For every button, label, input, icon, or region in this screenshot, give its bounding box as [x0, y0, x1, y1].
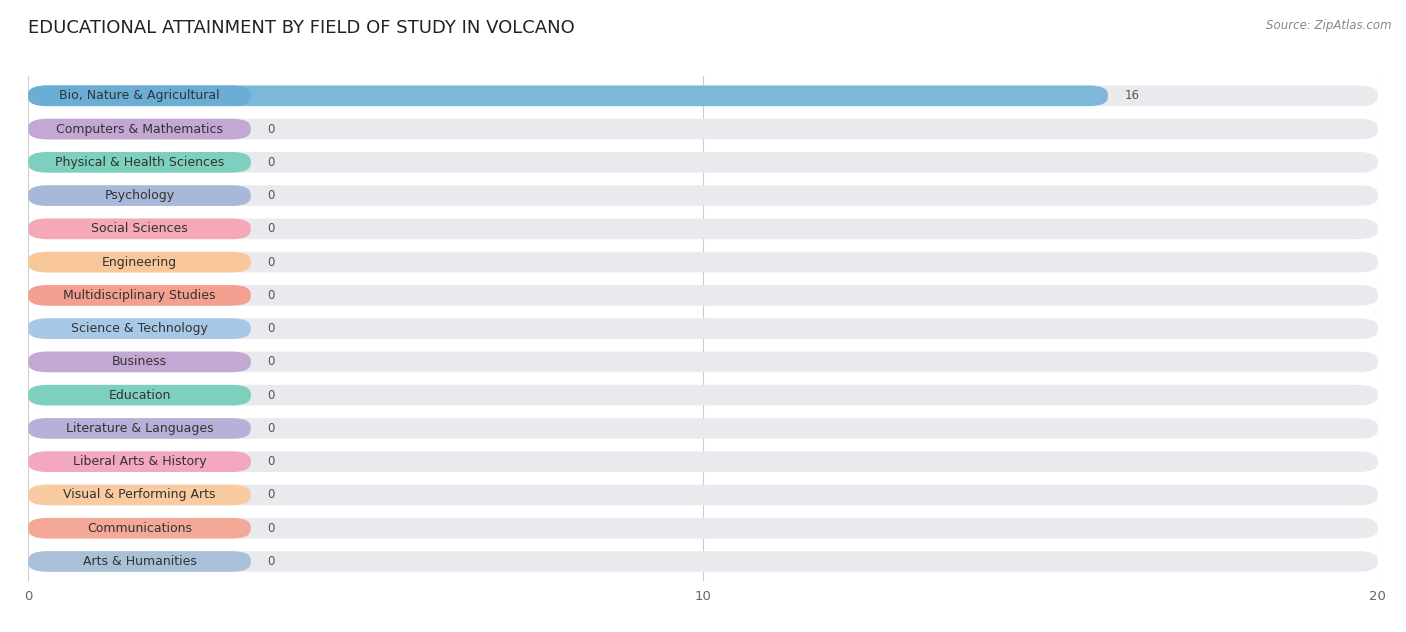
FancyBboxPatch shape	[28, 152, 1378, 173]
Text: 0: 0	[267, 255, 276, 269]
FancyBboxPatch shape	[28, 119, 1378, 140]
Text: Liberal Arts & History: Liberal Arts & History	[73, 455, 207, 468]
FancyBboxPatch shape	[28, 518, 250, 538]
FancyBboxPatch shape	[28, 551, 1378, 572]
Text: Visual & Performing Arts: Visual & Performing Arts	[63, 489, 215, 501]
Text: 0: 0	[267, 522, 276, 535]
FancyBboxPatch shape	[28, 485, 250, 505]
FancyBboxPatch shape	[28, 285, 1378, 306]
Text: Psychology: Psychology	[104, 189, 174, 202]
FancyBboxPatch shape	[28, 351, 250, 372]
FancyBboxPatch shape	[28, 319, 1378, 339]
Text: 0: 0	[267, 389, 276, 402]
FancyBboxPatch shape	[28, 418, 250, 439]
Text: Bio, Nature & Agricultural: Bio, Nature & Agricultural	[59, 89, 219, 102]
FancyBboxPatch shape	[28, 485, 1378, 505]
Text: Social Sciences: Social Sciences	[91, 222, 188, 235]
FancyBboxPatch shape	[28, 252, 250, 272]
FancyBboxPatch shape	[28, 152, 250, 173]
Text: Arts & Humanities: Arts & Humanities	[83, 555, 197, 568]
FancyBboxPatch shape	[28, 285, 250, 306]
Text: 0: 0	[267, 555, 276, 568]
FancyBboxPatch shape	[28, 451, 250, 472]
Text: Business: Business	[112, 355, 167, 368]
Text: 0: 0	[267, 455, 276, 468]
FancyBboxPatch shape	[28, 518, 1378, 538]
Text: 0: 0	[267, 289, 276, 302]
Text: Engineering: Engineering	[101, 255, 177, 269]
Text: EDUCATIONAL ATTAINMENT BY FIELD OF STUDY IN VOLCANO: EDUCATIONAL ATTAINMENT BY FIELD OF STUDY…	[28, 19, 575, 37]
Text: 0: 0	[267, 156, 276, 169]
Text: 0: 0	[267, 222, 276, 235]
Text: Multidisciplinary Studies: Multidisciplinary Studies	[63, 289, 215, 302]
Text: 16: 16	[1125, 89, 1140, 102]
Text: 0: 0	[267, 489, 276, 501]
Text: Source: ZipAtlas.com: Source: ZipAtlas.com	[1267, 19, 1392, 32]
FancyBboxPatch shape	[28, 385, 250, 406]
Text: Communications: Communications	[87, 522, 193, 535]
FancyBboxPatch shape	[28, 385, 1378, 406]
FancyBboxPatch shape	[28, 351, 1378, 372]
Text: Science & Technology: Science & Technology	[72, 322, 208, 335]
Text: 0: 0	[267, 322, 276, 335]
Text: Physical & Health Sciences: Physical & Health Sciences	[55, 156, 224, 169]
FancyBboxPatch shape	[28, 85, 1378, 106]
FancyBboxPatch shape	[28, 551, 250, 572]
FancyBboxPatch shape	[28, 451, 1378, 472]
FancyBboxPatch shape	[28, 219, 1378, 239]
Text: 0: 0	[267, 189, 276, 202]
FancyBboxPatch shape	[28, 185, 250, 206]
Text: Literature & Languages: Literature & Languages	[66, 422, 214, 435]
Text: 0: 0	[267, 123, 276, 135]
Text: 0: 0	[267, 355, 276, 368]
Text: Computers & Mathematics: Computers & Mathematics	[56, 123, 224, 135]
Text: 0: 0	[267, 422, 276, 435]
FancyBboxPatch shape	[28, 85, 250, 106]
FancyBboxPatch shape	[28, 85, 1108, 106]
FancyBboxPatch shape	[28, 119, 250, 140]
FancyBboxPatch shape	[28, 319, 250, 339]
FancyBboxPatch shape	[28, 185, 1378, 206]
FancyBboxPatch shape	[28, 252, 1378, 272]
FancyBboxPatch shape	[28, 219, 250, 239]
Text: Education: Education	[108, 389, 170, 402]
FancyBboxPatch shape	[28, 418, 1378, 439]
